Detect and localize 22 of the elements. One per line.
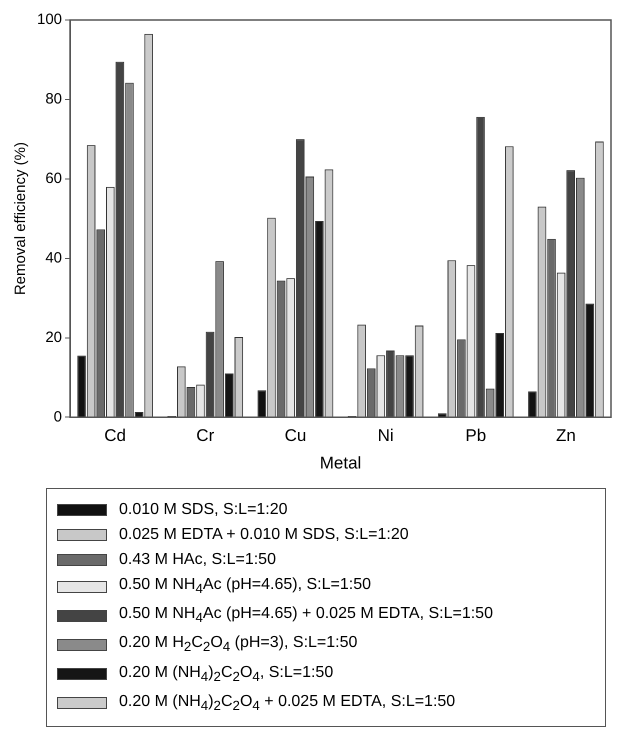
y-tick-label: 40 — [45, 249, 62, 266]
y-tick-label: 20 — [45, 328, 62, 346]
y-tick-label: 80 — [45, 90, 62, 108]
legend-label: 0.010 M SDS, S:L=1:20 — [119, 500, 288, 520]
x-tick-label: Cu — [284, 426, 306, 446]
legend-label: 0.025 M EDTA + 0.010 M SDS, S:L=1:20 — [119, 525, 409, 545]
y-tick-label: 0 — [54, 408, 62, 426]
text: 0.20 M (NH$_{4}$)$_{2}$C$_{2}$O$_{4}$ + 0.025 M EDTA, S:L=1:50 — [119, 692, 456, 713]
y-axis-title: Removal efficiency (%) — [12, 142, 30, 296]
legend-label: 0.50 M NH$_{4}$Ac (pH=4.65), S:L=1:50 — [119, 575, 371, 598]
legend-label: 0.20 M H$_{2}$C$_{2}$O$_{4}$ (pH=3), S:L=1:50 — [119, 633, 358, 657]
legend-label: 0.43 M HAc, S:L=1:50 — [119, 550, 276, 570]
y-tick-label: 60 — [45, 170, 62, 188]
x-axis-title: Metal — [320, 453, 362, 472]
legend-label: 0.50 M NH$_{4}$Ac (pH=4.65) + 0.025 M EDTA, S:L=1:50 — [119, 604, 493, 628]
x-tick-label: Cd — [104, 426, 126, 446]
x-tick-label: Cr — [196, 426, 215, 446]
x-tick-label: Ni — [378, 426, 394, 446]
x-tick-label: Zn — [556, 426, 576, 446]
x-tick-label: Pb — [465, 426, 486, 446]
y-tick-label: 100 — [36, 11, 62, 28]
text: 0.20 M (NH$_{4}$)$_{2}$C$_{2}$O$_{4}$, S:L=1:50 — [119, 664, 334, 684]
